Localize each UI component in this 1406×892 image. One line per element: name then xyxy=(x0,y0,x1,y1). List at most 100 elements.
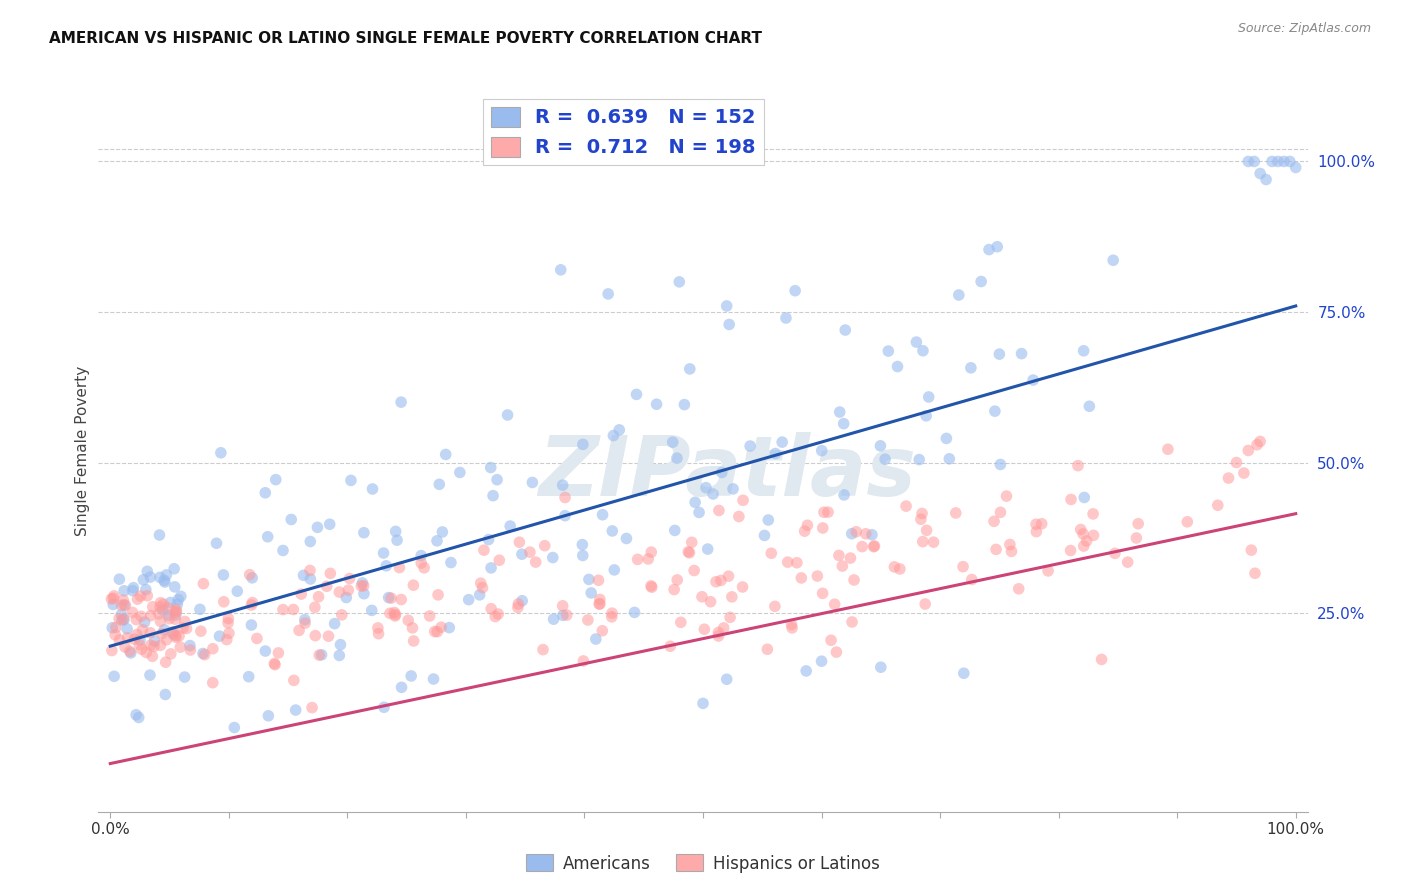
Point xyxy=(165,630,187,644)
Point xyxy=(150,626,173,640)
Point xyxy=(1225,455,1247,469)
Point xyxy=(159,612,181,626)
Point xyxy=(122,581,145,595)
Point xyxy=(1278,154,1301,169)
Point xyxy=(983,514,1005,528)
Point xyxy=(1073,343,1095,358)
Point xyxy=(1078,399,1101,413)
Point xyxy=(353,587,375,601)
Point xyxy=(373,546,395,560)
Point xyxy=(710,574,733,588)
Point xyxy=(165,612,187,626)
Point xyxy=(915,524,938,538)
Point xyxy=(143,634,166,648)
Point xyxy=(163,562,186,576)
Point xyxy=(330,607,353,622)
Point xyxy=(616,532,638,546)
Point xyxy=(284,703,307,717)
Point xyxy=(862,540,884,554)
Point xyxy=(1175,515,1198,529)
Point xyxy=(125,707,148,722)
Point xyxy=(125,627,148,641)
Point xyxy=(731,580,754,594)
Point xyxy=(588,574,610,588)
Point xyxy=(149,638,172,652)
Point xyxy=(350,579,373,593)
Point xyxy=(820,633,842,648)
Point xyxy=(440,556,463,570)
Point xyxy=(831,559,853,574)
Point xyxy=(918,390,941,404)
Point xyxy=(591,624,613,638)
Point xyxy=(488,553,510,567)
Point xyxy=(215,632,238,647)
Point xyxy=(104,620,127,634)
Point xyxy=(877,344,900,359)
Point xyxy=(910,512,932,526)
Point xyxy=(170,589,193,603)
Point xyxy=(149,570,172,584)
Point xyxy=(710,466,733,480)
Point xyxy=(384,607,406,622)
Point xyxy=(238,670,260,684)
Point xyxy=(121,606,143,620)
Point xyxy=(267,646,290,660)
Point xyxy=(673,398,696,412)
Point xyxy=(834,323,856,337)
Point xyxy=(401,621,423,635)
Point xyxy=(678,546,700,560)
Point xyxy=(155,655,177,669)
Point xyxy=(188,602,211,616)
Point xyxy=(579,586,602,600)
Point xyxy=(756,642,779,657)
Point xyxy=(988,347,1011,361)
Point xyxy=(299,534,322,549)
Point xyxy=(683,564,706,578)
Point xyxy=(426,533,449,548)
Point xyxy=(678,545,700,559)
Point xyxy=(668,275,690,289)
Point xyxy=(384,608,406,623)
Point xyxy=(264,473,287,487)
Point xyxy=(384,606,406,620)
Point xyxy=(111,614,134,628)
Point xyxy=(120,646,142,660)
Legend: Americans, Hispanics or Latinos: Americans, Hispanics or Latinos xyxy=(520,847,886,880)
Point xyxy=(571,538,593,552)
Point xyxy=(1070,523,1092,537)
Point xyxy=(319,566,342,581)
Point xyxy=(855,526,877,541)
Point xyxy=(707,625,730,640)
Point xyxy=(1090,652,1112,666)
Point xyxy=(434,447,457,461)
Point xyxy=(796,518,818,533)
Point xyxy=(775,311,797,326)
Point xyxy=(162,624,184,639)
Point xyxy=(1240,543,1263,558)
Point xyxy=(149,600,172,615)
Point xyxy=(155,567,177,582)
Point xyxy=(339,572,361,586)
Point xyxy=(218,626,240,640)
Point xyxy=(1237,154,1260,169)
Point xyxy=(508,597,530,611)
Point xyxy=(224,721,246,735)
Point xyxy=(108,632,131,647)
Point xyxy=(908,452,931,467)
Point xyxy=(449,466,471,480)
Point xyxy=(524,555,547,569)
Point xyxy=(894,499,917,513)
Point xyxy=(603,563,626,577)
Point xyxy=(1083,528,1105,542)
Point xyxy=(721,590,744,604)
Point xyxy=(432,524,454,539)
Point xyxy=(240,571,263,585)
Point xyxy=(167,592,190,607)
Point xyxy=(239,567,262,582)
Point xyxy=(780,617,803,632)
Point xyxy=(114,599,136,613)
Point xyxy=(718,318,741,332)
Point xyxy=(100,591,122,606)
Point xyxy=(794,664,817,678)
Point xyxy=(411,556,433,570)
